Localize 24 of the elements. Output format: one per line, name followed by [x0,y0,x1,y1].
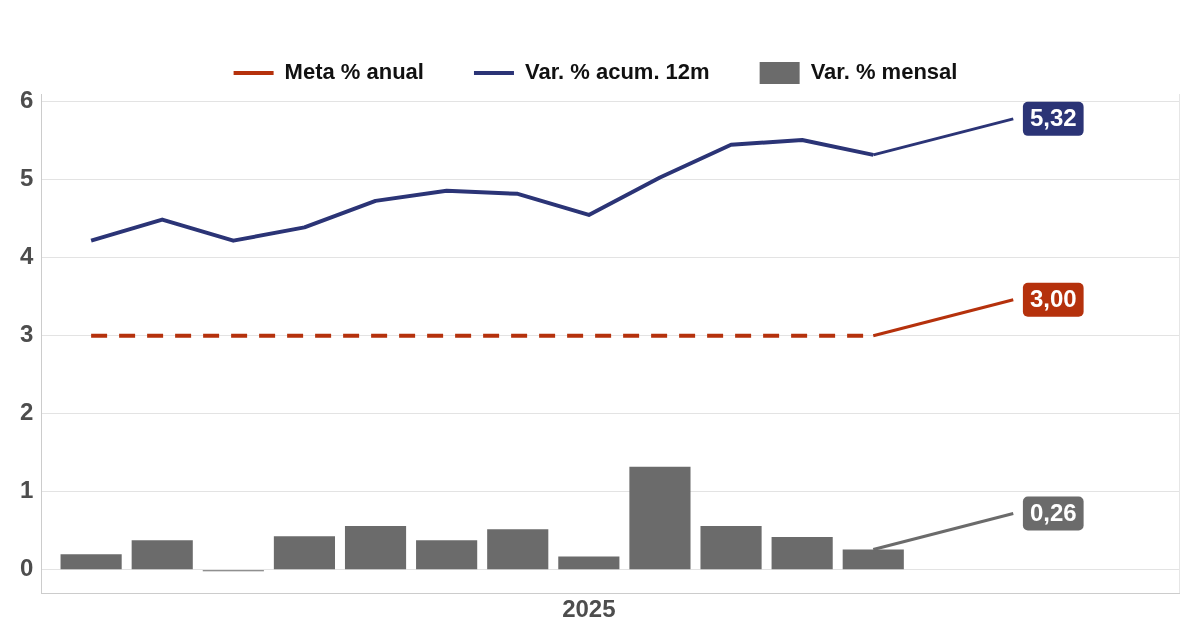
legend-label: Var. % mensal [810,59,958,85]
y-tick-label: 5 [19,164,34,192]
bar [416,540,478,570]
x-tick-label: 2025 [562,595,616,623]
bar [273,536,335,570]
y-tick-label: 3 [19,320,34,348]
legend-label: Meta % anual [284,59,424,85]
bar [131,540,193,570]
y-tick-label: 0 [19,554,34,582]
legend-label: Var. % acum. 12m [524,59,710,85]
bar [629,466,691,570]
bar [700,526,762,570]
bar [558,556,620,570]
bar [771,537,833,570]
bar [344,526,407,570]
data-label: 3,00 [1029,285,1077,313]
y-tick-label: 6 [19,86,34,114]
bar [60,554,122,570]
data-label: 5,32 [1029,104,1077,132]
bar [487,529,549,570]
y-tick-label: 1 [19,476,34,504]
data-label: 0,26 [1029,499,1077,527]
y-tick-label: 4 [19,242,34,270]
y-tick-label: 2 [19,398,34,426]
